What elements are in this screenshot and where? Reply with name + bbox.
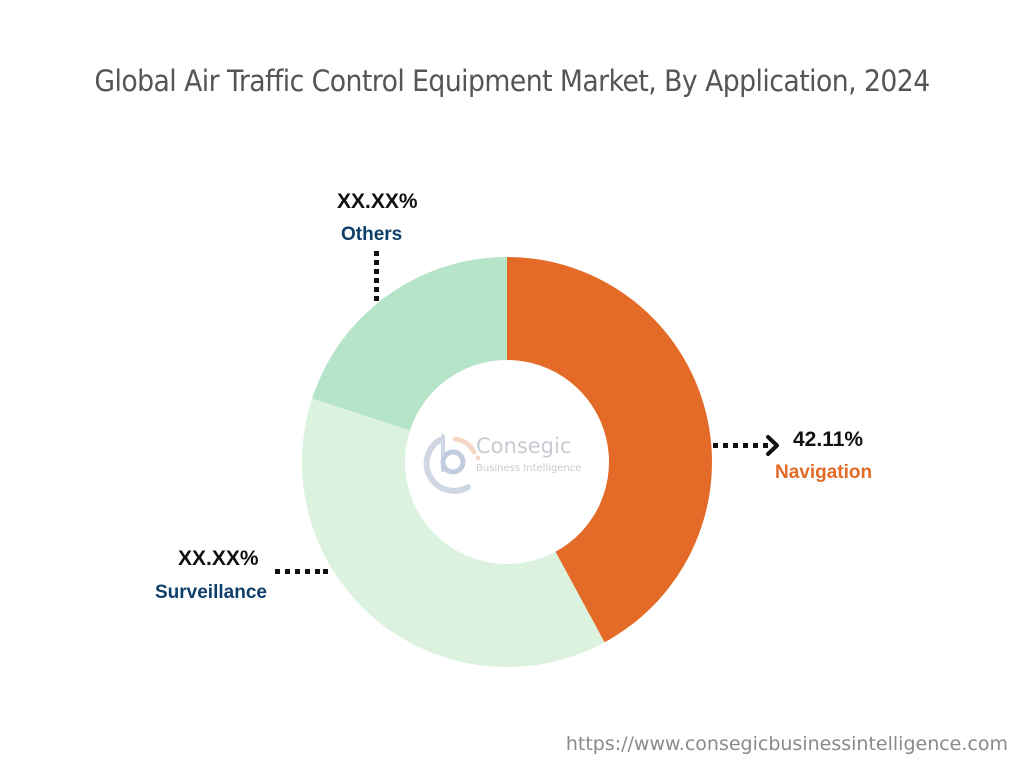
logo-mark — [423, 434, 481, 494]
others-leader — [374, 251, 379, 301]
navigation-value: 42.11% — [793, 428, 864, 451]
logo-title: Consegic — [476, 434, 572, 458]
arrow-right-icon — [766, 435, 779, 456]
navigation-label: Navigation — [775, 462, 873, 483]
others-value: XX.XX% — [337, 190, 418, 213]
navigation-leader — [713, 435, 779, 456]
chart-title: Global Air Traffic Control Equipment Mar… — [94, 64, 930, 98]
slice-navigation — [507, 257, 713, 643]
surveillance-value: XX.XX% — [178, 547, 259, 570]
surveillance-leader — [275, 569, 328, 574]
source-url: https://www.consegicbusinessintelligence… — [565, 733, 1008, 755]
slice-surveillance — [301, 398, 605, 668]
slice-others — [312, 257, 507, 431]
others-label: Others — [341, 224, 403, 245]
surveillance-label: Surveillance — [155, 582, 267, 603]
logo-watermark: Consegic Business Intelligence — [424, 434, 594, 494]
logo-subtitle: Business Intelligence — [476, 463, 582, 474]
